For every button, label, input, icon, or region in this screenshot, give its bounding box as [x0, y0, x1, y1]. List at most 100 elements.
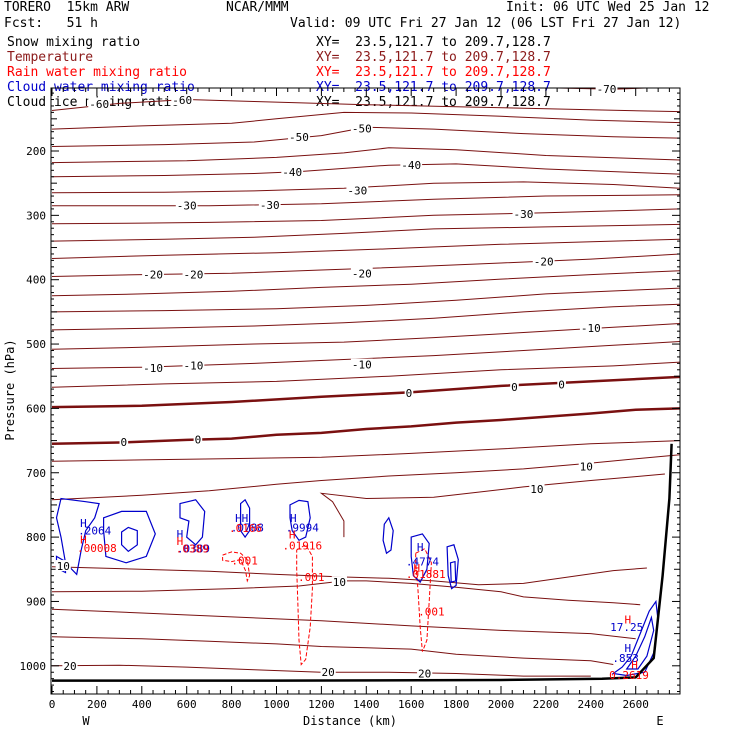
isotherm-label: 10 — [333, 576, 346, 589]
legend-cloud-water: Cloud water mixing ratio — [7, 80, 195, 95]
x-tick-label: 2400 — [578, 698, 605, 711]
cloud-water-contour — [449, 560, 457, 583]
isotherm-label: -30 — [514, 208, 534, 221]
isotherm-label-bg — [182, 268, 205, 280]
isotherm-label-bg — [288, 130, 310, 142]
isotherm-label-bg — [171, 94, 194, 106]
cloud-water-annotation: H — [290, 512, 297, 525]
y-tick-label: 300 — [26, 209, 46, 222]
isotherm-label: 10 — [580, 460, 593, 473]
rain-annotation: .01916 — [282, 539, 322, 552]
isotherm-label-bg — [88, 98, 111, 110]
cloud-water-contour-group — [55, 497, 659, 677]
model-title: TORERO 15km ARW — [4, 0, 130, 15]
cloud-water-annotation: H — [625, 642, 632, 655]
isotherm-line — [51, 181, 680, 194]
rain-contour — [222, 551, 251, 583]
x-tick-label: 1200 — [308, 698, 335, 711]
isotherm-label: -20 — [534, 256, 554, 269]
cloud-water-contour — [121, 526, 138, 553]
rain-annotation: 0.2619 — [609, 669, 649, 682]
x-tick-label: 0 — [49, 698, 56, 711]
isotherm-label: -10 — [581, 322, 601, 335]
isotherm-label: -20 — [352, 267, 372, 280]
isotherm-label-bg — [350, 122, 373, 134]
isotherm-label-bg — [578, 460, 594, 472]
x-tick-label: 200 — [87, 698, 107, 711]
legend-temperature-xy: XY= 23.5,121.7 to 209.7,128.7 — [316, 50, 551, 65]
y-tick-label: 900 — [26, 595, 46, 608]
isotherm-label: 10 — [530, 483, 543, 496]
legend-snow-xy: XY= 23.5,121.7 to 209.7,128.7 — [316, 35, 551, 50]
isotherm-label: -10 — [352, 359, 372, 372]
isotherm-label-bg — [175, 199, 198, 211]
cloud-water-annotation: .0788 — [231, 521, 264, 534]
isotherm-label-bg — [417, 667, 433, 679]
axis-tick-group — [51, 88, 680, 694]
isotherm-label: 20 — [418, 668, 431, 681]
isotherm-label: -10 — [183, 359, 203, 372]
rain-annotation: .0166 — [229, 522, 262, 535]
isotherm-line — [51, 361, 680, 388]
isotherm-label-bg — [579, 321, 602, 333]
isotherm-label: -40 — [401, 159, 421, 172]
isotherm-label: -60 — [89, 98, 109, 111]
x-end-label-east: E — [656, 714, 663, 728]
isotherm-label-bg — [404, 386, 414, 398]
x-end-label-west: W — [82, 714, 90, 728]
isotherm-line — [51, 636, 614, 665]
isotherm-label: -60 — [172, 94, 192, 107]
cloud-water-contour — [446, 544, 459, 590]
isotherm-label: -30 — [347, 184, 367, 197]
isotherm-label: -30 — [260, 199, 280, 212]
isotherm-label: 0 — [121, 436, 128, 449]
isotherm-label-bg — [193, 433, 203, 445]
isotherm-label-bg — [320, 666, 336, 678]
isotherm-line — [51, 98, 680, 113]
isotherm-line — [51, 407, 680, 446]
isotherm-group — [51, 88, 680, 677]
cloud-water-contour — [382, 516, 394, 555]
rain-annotation: .001 — [418, 606, 445, 619]
rain-annotation: .0389 — [176, 543, 209, 556]
x-axis-title: Distance (km) — [303, 714, 397, 728]
forecast-hour: Fcst: 51 h — [4, 16, 98, 31]
legend-temperature: Temperature — [7, 50, 94, 65]
isotherm-label: -20 — [183, 269, 203, 282]
rain-annotation: .00008 — [77, 542, 117, 555]
isotherm-line — [51, 223, 680, 242]
isotherm-line — [51, 454, 680, 501]
isotherm-line — [51, 270, 680, 297]
rain-annotation: .001 — [298, 571, 325, 584]
cloud-water-contour — [55, 497, 100, 576]
isotherm-label-bg — [529, 482, 545, 494]
isotherm-line — [51, 375, 680, 409]
x-tick-label: 1400 — [353, 698, 380, 711]
rain-annotation: H — [80, 534, 87, 547]
isotherm-label-bg — [400, 159, 423, 171]
isotherm-label-bg — [557, 378, 566, 390]
cloud-water-annotation: H — [417, 541, 424, 554]
isotherm-line — [51, 147, 680, 164]
cloud-water-annotation: HH — [235, 512, 248, 525]
cloud-water-annotation: .4774 — [406, 556, 439, 569]
cloud-water-contour — [289, 499, 311, 542]
x-tick-label: 2000 — [488, 698, 515, 711]
y-tick-label: 700 — [26, 467, 46, 480]
isotherm-line — [51, 580, 641, 606]
isotherm-label-bg — [55, 560, 71, 572]
isotherm-label-bg — [510, 381, 519, 393]
y-tick-label: 400 — [26, 274, 46, 287]
cloud-water-contour — [179, 499, 206, 546]
isotherm-line — [51, 566, 647, 586]
isotherm-label: 20 — [322, 666, 335, 679]
isotherm-label-bg — [331, 576, 347, 588]
y-tick-label: 800 — [26, 531, 46, 544]
isotherm-label: -40 — [282, 166, 302, 179]
y-axis-title: Pressure (hPa) — [3, 339, 17, 440]
isotherm-line — [319, 473, 665, 538]
cloud-water-annotation: .9994 — [286, 521, 319, 534]
cloud-water-contour — [240, 498, 251, 539]
y-tick-label: 500 — [26, 338, 46, 351]
